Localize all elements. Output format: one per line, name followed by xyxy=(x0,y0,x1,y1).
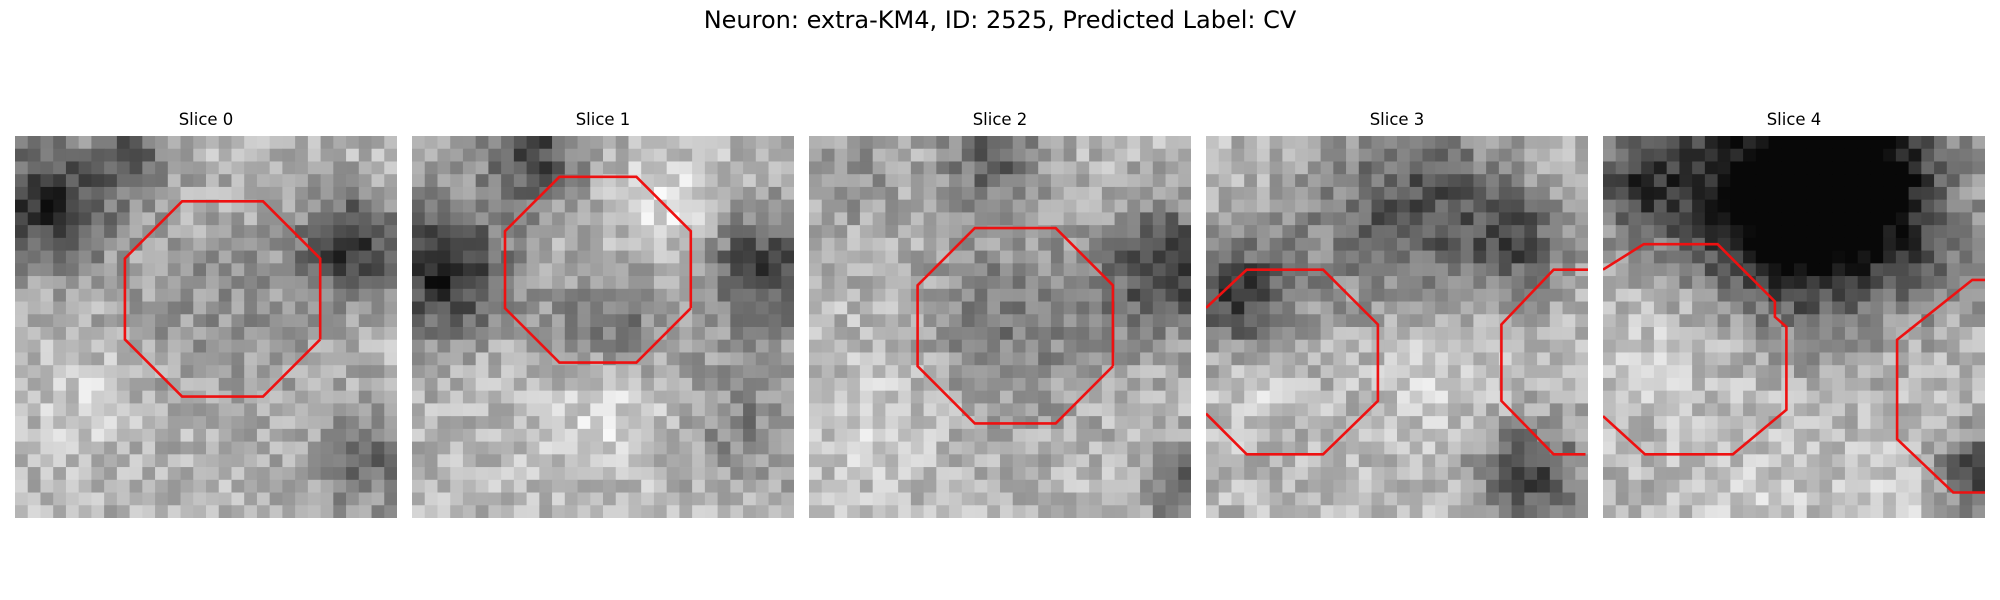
slice-image-1 xyxy=(412,136,794,518)
figure-title: Neuron: extra-KM4, ID: 2525, Predicted L… xyxy=(703,6,1297,34)
cell-outline-1 xyxy=(1895,278,1985,494)
cell-outline-0 xyxy=(503,175,693,364)
cell-outline-0 xyxy=(123,200,322,398)
pixel-grid xyxy=(809,136,1191,518)
cell-outline-0 xyxy=(916,226,1115,425)
slice-panel-1: Slice 1 xyxy=(412,108,794,518)
pixel-grid xyxy=(1206,136,1588,518)
slice-title-0: Slice 0 xyxy=(178,110,234,129)
slice-panel-4: Slice 4 xyxy=(1603,108,1985,518)
slice-image-3 xyxy=(1206,136,1588,518)
cell-outline-0 xyxy=(1206,268,1380,456)
slice-title-4: Slice 4 xyxy=(1766,110,1822,129)
slice-panel-2: Slice 2 xyxy=(809,108,1191,518)
slice-title-1: Slice 1 xyxy=(575,110,631,129)
slice-panel-3: Slice 3 xyxy=(1206,108,1588,518)
pixel-grid xyxy=(412,136,794,518)
slice-title-3: Slice 3 xyxy=(1369,110,1425,129)
cell-outline-1 xyxy=(1500,268,1588,456)
pixel-grid xyxy=(15,136,397,518)
slice-title-2: Slice 2 xyxy=(972,110,1028,129)
slice-image-2 xyxy=(809,136,1191,518)
pixel-grid xyxy=(1603,136,1985,518)
slice-image-4 xyxy=(1603,136,1985,518)
slice-image-0 xyxy=(15,136,397,518)
cell-outline-0 xyxy=(1603,242,1788,456)
slice-panel-0: Slice 0 xyxy=(15,108,397,518)
